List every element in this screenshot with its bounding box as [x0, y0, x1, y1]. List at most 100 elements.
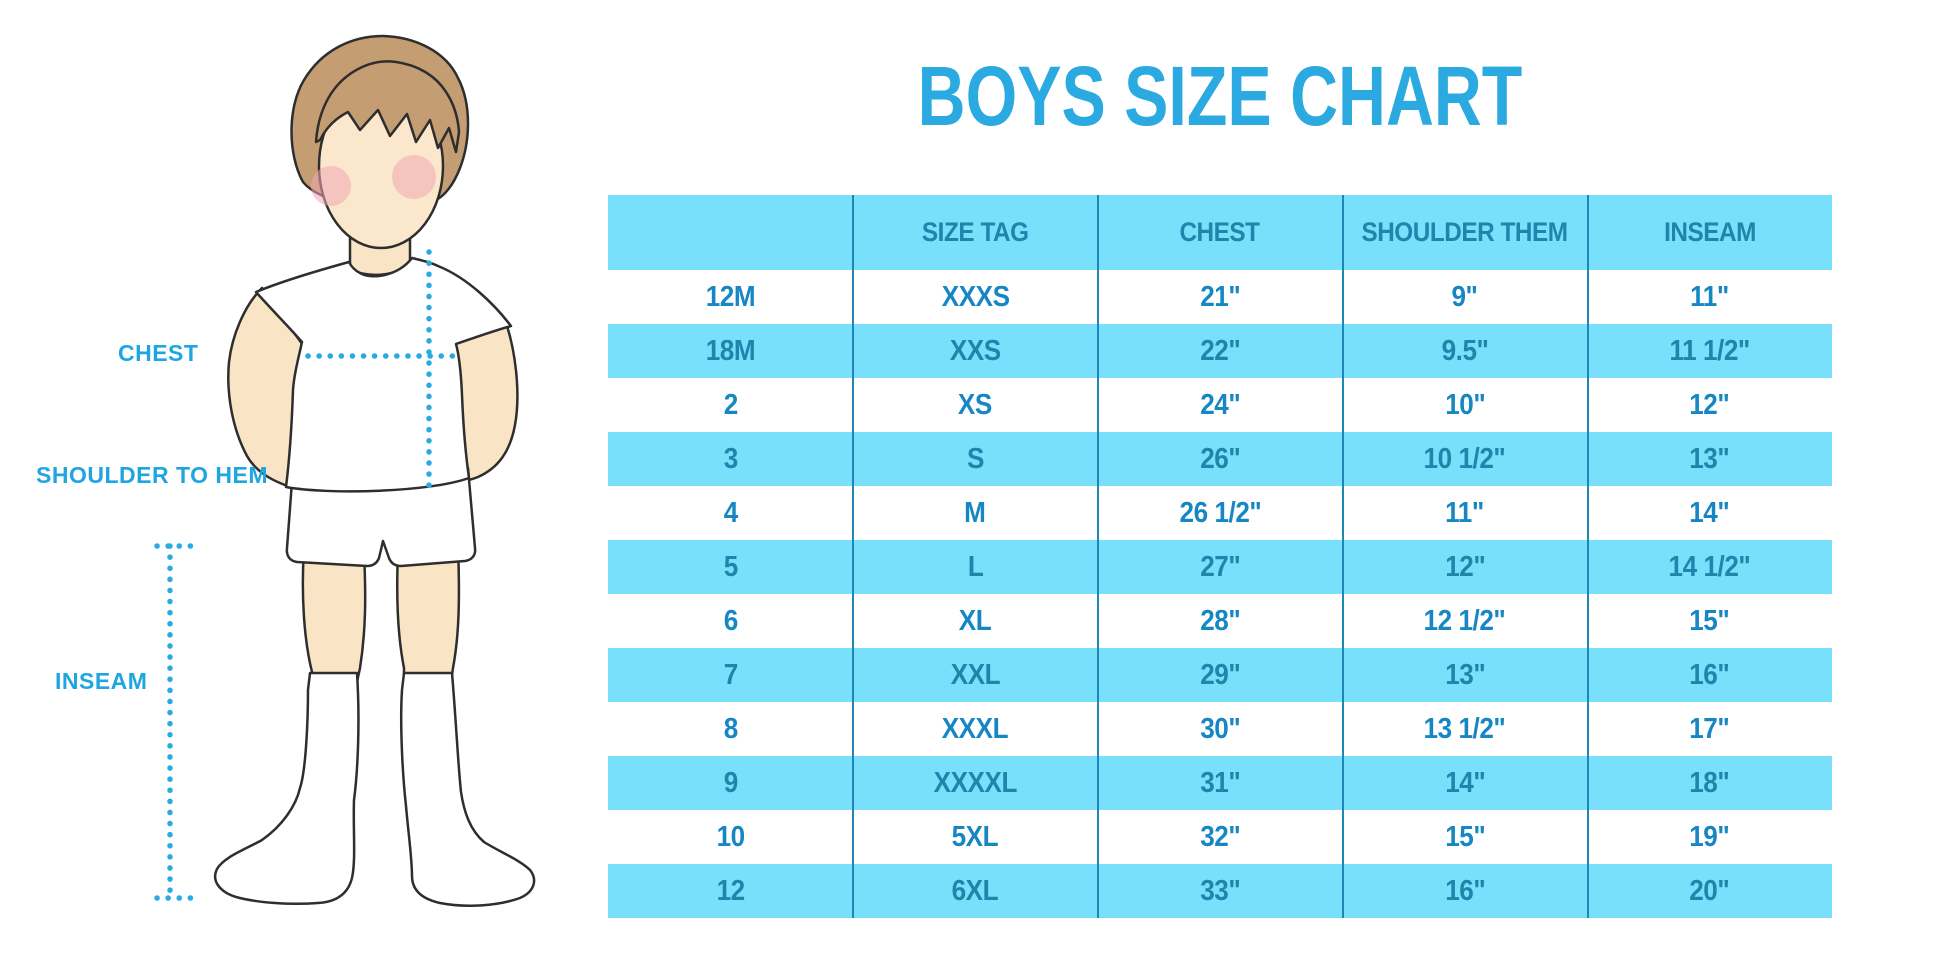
chest-label: CHEST [118, 340, 199, 366]
table-cell-text: 3 [723, 442, 738, 475]
boy-sock-right [399, 671, 536, 907]
table-cell: 21" [1098, 270, 1343, 324]
column-separator [1097, 195, 1099, 918]
table-row: 6 XL 28" 12 1/2" 15" [608, 594, 1832, 648]
table-cell: 12" [1587, 378, 1832, 432]
table-cell-text: S [966, 442, 984, 475]
table-cell-text: 12" [1689, 388, 1731, 421]
table-cell-text: XS [958, 388, 993, 421]
table-cell-text: XXS [949, 334, 1001, 367]
table-cell-text: 15" [1444, 820, 1486, 853]
table-cell: 18M [608, 324, 853, 378]
table-cell-text: 17" [1689, 712, 1731, 745]
table-cell: 28" [1098, 594, 1343, 648]
table-row: 5 L 27" 12" 14 1/2" [608, 540, 1832, 594]
table-cell-text: 29" [1199, 658, 1241, 691]
table-cell: 24" [1098, 378, 1343, 432]
size-table-header: SIZE TAG CHEST SHOULDER THEM INSEAM [608, 195, 1832, 270]
table-cell: 26" [1098, 432, 1343, 486]
table-cell: 15" [1587, 594, 1832, 648]
table-cell: 2 [608, 378, 853, 432]
table-cell-text: 27" [1199, 550, 1241, 583]
boy-blush-left [311, 166, 351, 206]
table-cell-text: XXL [950, 658, 1000, 691]
table-cell-text: 32" [1199, 820, 1241, 853]
table-cell-text: XXXS [941, 280, 1010, 313]
size-table: SIZE TAG CHEST SHOULDER THEM INSEAM 12M XXXS… [608, 195, 1832, 918]
table-cell-text: M [964, 496, 987, 529]
table-cell: L [853, 540, 1098, 594]
shoulder-to-hem-label: SHOULDER TO HEM [36, 462, 268, 488]
table-cell-text: 19" [1689, 820, 1731, 853]
table-row: 12M XXXS 21" 9" 11" [608, 270, 1832, 324]
table-cell: 26 1/2" [1098, 486, 1343, 540]
boy-shirt [254, 256, 513, 493]
table-header-text: INSEAM [1663, 217, 1756, 247]
table-cell-text: 9.5" [1441, 334, 1489, 367]
table-cell: 12 1/2" [1342, 594, 1587, 648]
table-cell: 8 [608, 702, 853, 756]
table-cell: 13 1/2" [1342, 702, 1587, 756]
table-cell-text: 6XL [951, 874, 999, 907]
table-cell: 12 [608, 864, 853, 918]
table-cell-text: 11" [1445, 496, 1485, 529]
table-header-cell [608, 195, 853, 270]
table-header-cell: CHEST [1098, 195, 1343, 270]
table-cell: 31" [1098, 756, 1343, 810]
table-cell-text: 5 [723, 550, 738, 583]
table-row: 18M XXS 22" 9.5" 11 1/2" [608, 324, 1832, 378]
table-cell-text: 16" [1444, 874, 1486, 907]
table-cell: 7 [608, 648, 853, 702]
table-cell: 20" [1587, 864, 1832, 918]
table-cell: XS [853, 378, 1098, 432]
table-cell-text: 12 1/2" [1423, 604, 1506, 637]
table-cell-text: 9" [1451, 280, 1478, 313]
table-cell: 13" [1342, 648, 1587, 702]
table-row: 8 XXXL 30" 13 1/2" 17" [608, 702, 1832, 756]
column-separator [1587, 195, 1589, 918]
table-cell: 12" [1342, 540, 1587, 594]
boy-illustration [154, 34, 536, 907]
table-cell: 4 [608, 486, 853, 540]
table-cell-text: 4 [723, 496, 738, 529]
table-cell: 16" [1342, 864, 1587, 918]
table-row: 10 5XL 32" 15" 19" [608, 810, 1832, 864]
table-header-text: SIZE TAG [921, 217, 1029, 247]
table-cell-text: 10 1/2" [1423, 442, 1506, 475]
table-cell-text: XL [958, 604, 992, 637]
table-cell-text: XXXXL [933, 766, 1018, 799]
table-cell: 11 1/2" [1587, 324, 1832, 378]
boy-blush-right [392, 155, 436, 199]
table-cell: 33" [1098, 864, 1343, 918]
table-cell-text: 14" [1444, 766, 1486, 799]
table-cell-text: 10 [716, 820, 745, 853]
table-cell: 6 [608, 594, 853, 648]
table-cell: 9" [1342, 270, 1587, 324]
table-cell-text: 14" [1689, 496, 1731, 529]
table-cell: 14 1/2" [1587, 540, 1832, 594]
table-cell-text: 13 1/2" [1423, 712, 1506, 745]
table-cell: 11" [1342, 486, 1587, 540]
table-cell: 11" [1587, 270, 1832, 324]
inseam-label: INSEAM [55, 668, 148, 694]
table-header-cell: INSEAM [1587, 195, 1832, 270]
table-cell-text: 7 [723, 658, 738, 691]
table-cell: XXXXL [853, 756, 1098, 810]
table-cell: 13" [1587, 432, 1832, 486]
table-cell-text: 18" [1689, 766, 1731, 799]
table-row: 7 XXL 29" 13" 16" [608, 648, 1832, 702]
table-cell: 5 [608, 540, 853, 594]
table-cell-text: L [967, 550, 983, 583]
table-cell-text: 5XL [951, 820, 999, 853]
table-cell-text: 6 [723, 604, 738, 637]
table-cell: 17" [1587, 702, 1832, 756]
page-title: BOYS SIZE CHART [917, 49, 1523, 143]
table-cell: S [853, 432, 1098, 486]
table-cell-text: 22" [1199, 334, 1241, 367]
table-cell-text: 14 1/2" [1668, 550, 1751, 583]
table-row: 2 XS 24" 10" 12" [608, 378, 1832, 432]
boy-leg-left [301, 546, 367, 684]
table-cell: 16" [1587, 648, 1832, 702]
table-cell: 9.5" [1342, 324, 1587, 378]
table-cell-text: 21" [1199, 280, 1241, 313]
